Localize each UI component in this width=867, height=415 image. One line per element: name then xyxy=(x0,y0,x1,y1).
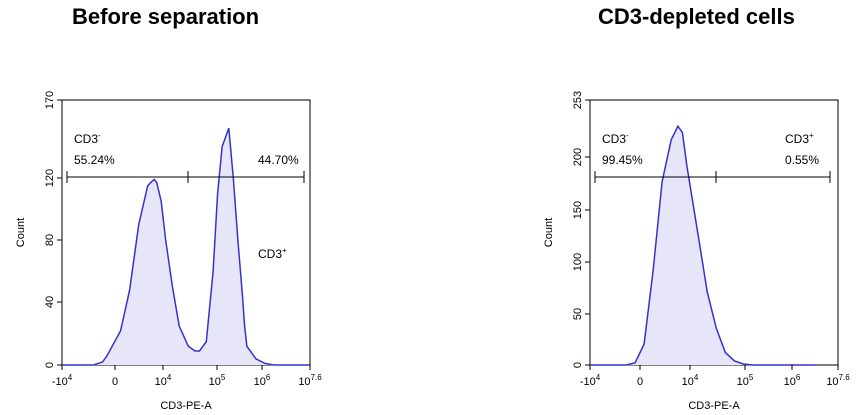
y-tick-label: 0 xyxy=(572,362,584,368)
y-tick-label: 120 xyxy=(44,169,56,187)
x-tick-label: 0 xyxy=(112,376,118,388)
y-tick-label: 150 xyxy=(572,201,584,219)
x-tick-label: 106 xyxy=(784,373,801,388)
gate-percent-label: 99.45% xyxy=(602,153,643,167)
y-tick-label: 50 xyxy=(572,308,584,320)
y-tick-label: 0 xyxy=(44,362,56,368)
x-tick-label: 105 xyxy=(737,373,754,388)
x-axis-label: CD3-PE-A xyxy=(688,400,740,412)
x-axis-label: CD3-PE-A xyxy=(160,400,212,412)
y-tick-label: 170 xyxy=(44,91,56,109)
y-tick-label: 100 xyxy=(572,253,584,271)
x-tick-label: -104 xyxy=(52,373,73,388)
gate-name-label: CD3+ xyxy=(785,131,814,146)
x-tick-label: 0 xyxy=(637,376,643,388)
histogram-line xyxy=(62,127,310,366)
x-tick-label: 105 xyxy=(209,373,226,388)
gate-percent-label: 55.24% xyxy=(74,153,115,167)
y-tick-label: 253 xyxy=(572,91,584,109)
x-tick-label: 104 xyxy=(155,373,172,388)
histogram-line xyxy=(590,124,816,366)
y-axis-label: Count xyxy=(15,218,27,247)
gate-name-label: CD3+ xyxy=(258,246,287,261)
histogram-fill xyxy=(590,126,816,365)
y-tick-label: 200 xyxy=(572,148,584,166)
chart-title-cd3-depleted: CD3-depleted cells xyxy=(598,4,795,29)
x-tick-label: -104 xyxy=(580,373,601,388)
x-tick-label: 106 xyxy=(254,373,271,388)
x-tick-label: 107.6 xyxy=(298,373,322,388)
gate-name-label: CD3- xyxy=(74,131,101,146)
gate-percent-label: 44.70% xyxy=(258,153,299,167)
gate-percent-label: 0.55% xyxy=(785,153,819,167)
y-tick-label: 80 xyxy=(44,234,56,246)
gate-name-label: CD3- xyxy=(602,131,629,146)
histogram-panel-1: 0 50 100 150 200 253 -104 0 104 105 106 107.6 CD3-PE… xyxy=(543,91,850,412)
x-tick-label: 107.6 xyxy=(826,373,850,388)
y-axis-label: Count xyxy=(543,218,555,247)
x-tick-label: 104 xyxy=(682,373,699,388)
chart-title-before-separation: Before separation xyxy=(72,4,260,29)
y-tick-label: 40 xyxy=(44,296,56,308)
histogram-panel-0: 0 40 80 120 170 -104 0 104 105 106 107.6 CD3-PE-A Co… xyxy=(15,91,322,412)
